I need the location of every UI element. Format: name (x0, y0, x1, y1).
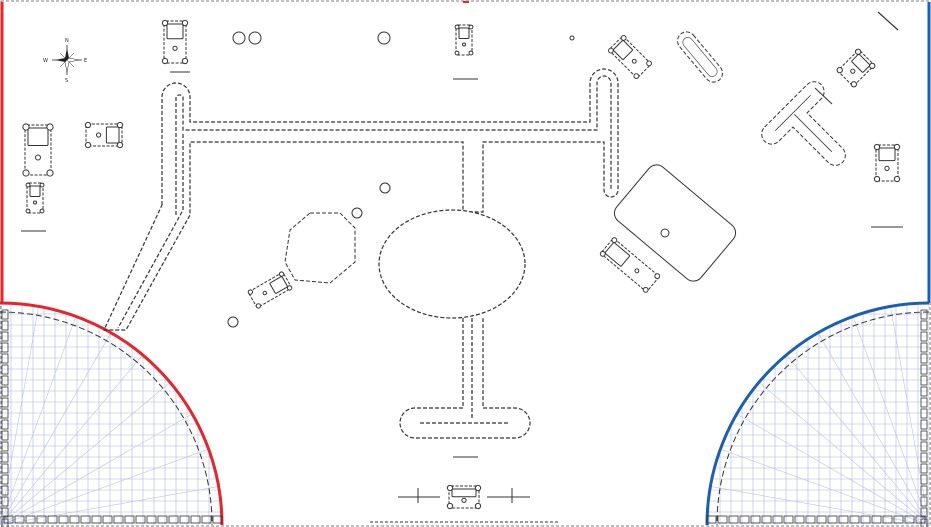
blue-base-dashed-rim (716, 311, 930, 526)
capsule-obstacle-inner (682, 37, 718, 77)
robot-east (873, 143, 901, 183)
robot-south (446, 484, 482, 510)
blue-base-grid (707, 303, 929, 525)
post-obstacle (377, 31, 391, 45)
robot-north-east (608, 35, 652, 79)
left-spur-road (103, 68, 619, 331)
post-obstacle (569, 35, 575, 41)
loading-platform (613, 164, 737, 282)
red-base-dashed-rim (0, 311, 213, 526)
south-stem-inner (420, 318, 510, 424)
robot-west-lower (25, 182, 45, 214)
robot-north-west (161, 19, 189, 65)
blue-base (705, 301, 930, 527)
robot-east-upper (836, 48, 876, 88)
central-oval-plaza (378, 209, 526, 319)
capsule-obstacle (677, 31, 723, 83)
blue-base-arc (705, 301, 930, 526)
robot-west-center (84, 121, 124, 149)
platform-marker (660, 228, 670, 238)
main-corridor-inner (117, 75, 612, 329)
compass-rose-icon: N S E W (43, 38, 87, 84)
compass-east-label: E (84, 58, 87, 64)
post-obstacle (351, 207, 363, 219)
red-base (0, 301, 224, 527)
post-obstacle (379, 182, 391, 194)
south-stem-road (399, 318, 531, 439)
post-obstacle (227, 316, 239, 328)
hexagon-loop (284, 212, 356, 284)
compass-north-label: N (65, 38, 69, 44)
red-base-grid (0, 303, 222, 525)
post-obstacle (248, 31, 262, 45)
upper-right-slash (877, 11, 899, 31)
t-pad-marker-line (814, 87, 833, 105)
robot-north-center (454, 24, 474, 56)
compass-south-label: S (65, 78, 68, 84)
t-shaped-pad (761, 81, 846, 166)
compass-west-label: W (43, 58, 48, 64)
robot-left-center (247, 271, 293, 309)
robot-west-upper (22, 123, 54, 177)
post-obstacle (232, 31, 246, 45)
robot-right-center (599, 237, 661, 293)
red-base-arc (0, 301, 224, 526)
